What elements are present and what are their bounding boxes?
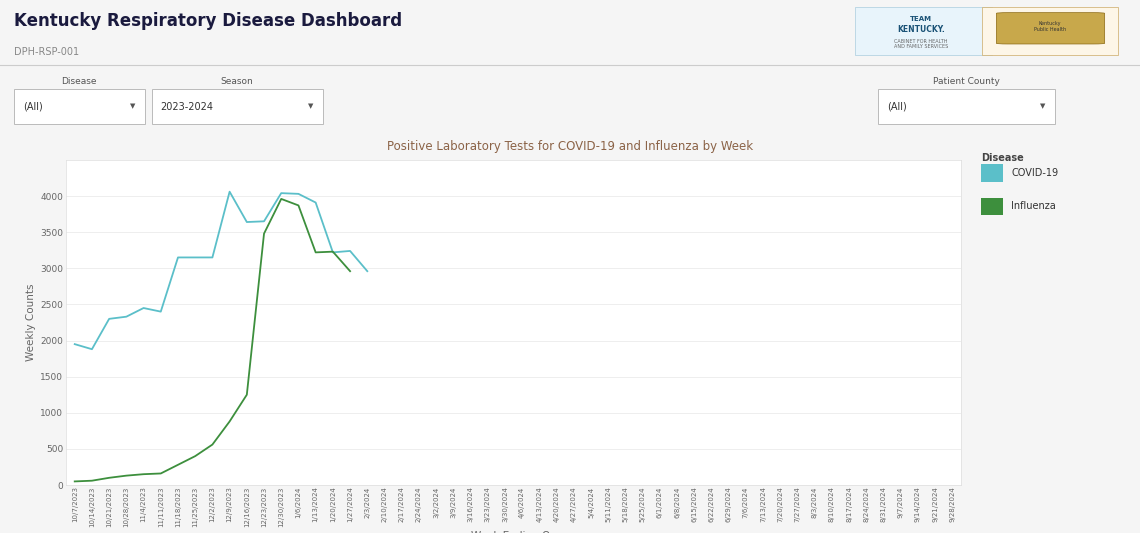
Bar (982, 164, 1003, 182)
Text: Patient County: Patient County (933, 77, 1000, 86)
Text: ▼: ▼ (308, 103, 314, 110)
Text: (All): (All) (887, 102, 906, 111)
Text: Positive Laboratory Tests for COVID-19 and Influenza by Week: Positive Laboratory Tests for COVID-19 a… (386, 140, 754, 152)
Text: CABINET FOR HEALTH
AND FAMILY SERVICES: CABINET FOR HEALTH AND FAMILY SERVICES (894, 38, 948, 50)
Text: Kentucky
Public Health: Kentucky Public Health (1034, 21, 1066, 32)
Y-axis label: Weekly Counts: Weekly Counts (26, 284, 36, 361)
Text: ▼: ▼ (1040, 103, 1045, 110)
Text: COVID-19: COVID-19 (1011, 168, 1058, 178)
FancyBboxPatch shape (855, 7, 992, 55)
FancyBboxPatch shape (14, 89, 145, 124)
FancyBboxPatch shape (996, 13, 1105, 44)
Bar (982, 198, 1003, 215)
FancyBboxPatch shape (152, 89, 323, 124)
X-axis label: Week Ending On: Week Ending On (471, 531, 556, 533)
Text: ▼: ▼ (130, 103, 136, 110)
Text: 2023-2024: 2023-2024 (161, 102, 213, 111)
Text: TEAM: TEAM (910, 15, 933, 22)
Text: Season: Season (221, 77, 253, 86)
Text: KENTUCKY.: KENTUCKY. (897, 26, 945, 35)
Text: Kentucky Respiratory Disease Dashboard: Kentucky Respiratory Disease Dashboard (14, 12, 401, 30)
FancyBboxPatch shape (982, 7, 1118, 55)
Text: Disease: Disease (62, 77, 97, 86)
Text: Disease: Disease (982, 153, 1024, 163)
Text: DPH-RSP-001: DPH-RSP-001 (14, 47, 79, 56)
Text: Influenza: Influenza (1011, 201, 1056, 212)
FancyBboxPatch shape (878, 89, 1054, 124)
Text: (All): (All) (23, 102, 42, 111)
